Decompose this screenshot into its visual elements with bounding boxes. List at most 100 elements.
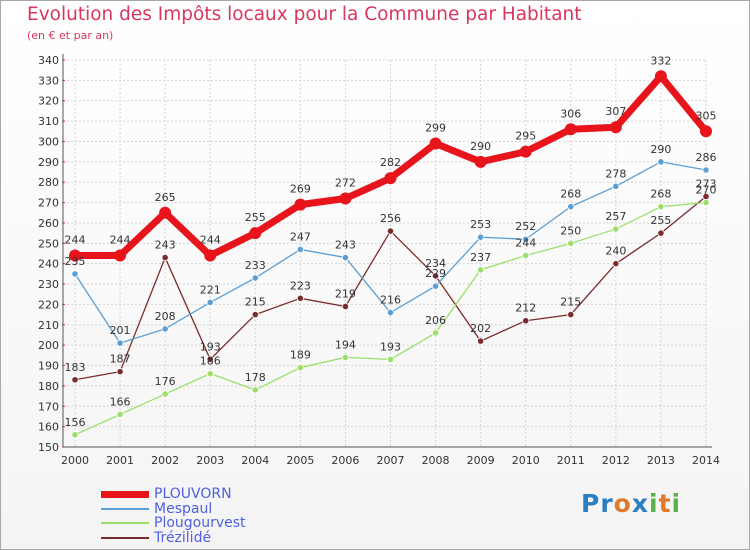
data-point-trezilide bbox=[657, 229, 665, 237]
data-label-trezilide: 193 bbox=[200, 340, 221, 353]
x-tick-label: 2002 bbox=[151, 454, 179, 467]
data-label-plouvorn: 290 bbox=[470, 140, 491, 153]
data-label-plougourvest: 166 bbox=[110, 395, 131, 408]
data-point-plougourvest bbox=[206, 370, 214, 378]
data-point-plougourvest bbox=[477, 266, 485, 274]
x-tick-label: 2013 bbox=[647, 454, 675, 467]
data-point-plougourvest bbox=[296, 363, 304, 372]
data-point-trezilide bbox=[567, 311, 575, 319]
data-point-plougourvest bbox=[116, 410, 124, 419]
data-point-trezilide bbox=[431, 272, 440, 280]
data-label-mespaul: 253 bbox=[470, 218, 491, 231]
data-label-plouvorn: 272 bbox=[335, 177, 356, 190]
data-point-mespaul bbox=[657, 158, 665, 166]
data-label-trezilide: 215 bbox=[560, 296, 581, 309]
data-labels: 183 187 243 193 215 223 219 256 234 202 212 215 240 2… bbox=[65, 54, 717, 428]
data-label-mespaul: 216 bbox=[380, 294, 401, 307]
data-label-plouvorn: 244 bbox=[65, 234, 86, 247]
y-tick-label: 260 bbox=[38, 217, 59, 230]
y-tick-label: 250 bbox=[38, 237, 59, 250]
data-point-mespaul bbox=[702, 166, 710, 174]
data-label-trezilide: 256 bbox=[380, 212, 401, 225]
data-label-mespaul: 229 bbox=[425, 267, 446, 280]
data-label-trezilide: 202 bbox=[470, 322, 491, 335]
data-point-trezilide bbox=[251, 311, 259, 319]
data-point-plouvorn bbox=[384, 172, 397, 185]
data-point-trezilide bbox=[116, 368, 124, 376]
data-point-plouvorn bbox=[204, 249, 217, 262]
data-point-mespaul bbox=[71, 270, 79, 278]
data-label-mespaul: 268 bbox=[560, 188, 581, 201]
data-label-plougourvest: 206 bbox=[425, 314, 446, 327]
data-point-mespaul bbox=[431, 282, 440, 290]
legend-label-mespaul: Mespaul bbox=[154, 500, 213, 517]
data-label-plougourvest: 194 bbox=[335, 338, 356, 351]
data-point-mespaul bbox=[522, 235, 530, 243]
data-point-plougourvest bbox=[161, 390, 169, 398]
data-label-plougourvest: 268 bbox=[650, 188, 671, 201]
y-tick-label: 300 bbox=[38, 135, 59, 148]
data-point-plougourvest bbox=[612, 225, 620, 233]
data-point-plouvorn bbox=[159, 206, 172, 219]
data-point-plougourvest bbox=[71, 431, 79, 439]
data-point-trezilide bbox=[522, 317, 530, 325]
y-tick-label: 320 bbox=[38, 95, 59, 108]
data-label-plouvorn: 269 bbox=[290, 183, 311, 196]
data-label-plougourvest: 189 bbox=[290, 349, 311, 362]
y-tick-label: 330 bbox=[38, 74, 59, 87]
chart-subtitle: (en € et par an) bbox=[27, 29, 114, 42]
data-label-trezilide: 187 bbox=[110, 353, 131, 366]
legend-swatch-plouvorn bbox=[101, 491, 149, 498]
data-label-mespaul: 208 bbox=[155, 310, 176, 323]
legend-swatch-trezilide bbox=[101, 536, 149, 539]
chart-title: Evolution des Impôts locaux pour la Comm… bbox=[27, 4, 582, 25]
y-tick-label: 310 bbox=[38, 115, 59, 128]
data-label-trezilide: 219 bbox=[335, 287, 356, 300]
data-label-plouvorn: 305 bbox=[696, 109, 717, 122]
y-tick-label: 190 bbox=[38, 360, 59, 373]
legend-swatch-plougourvest bbox=[101, 522, 149, 524]
data-point-plouvorn bbox=[654, 70, 667, 83]
data-label-mespaul: 221 bbox=[200, 283, 221, 296]
data-label-plouvorn: 299 bbox=[425, 122, 446, 135]
data-label-mespaul: 247 bbox=[290, 230, 311, 243]
data-label-trezilide: 223 bbox=[290, 279, 311, 292]
data-point-mespaul bbox=[296, 245, 304, 254]
y-tick-label: 220 bbox=[38, 298, 59, 311]
data-point-plougourvest bbox=[386, 355, 395, 364]
data-point-trezilide bbox=[341, 302, 350, 311]
x-tick-label: 2001 bbox=[106, 454, 134, 467]
x-tick-label: 2007 bbox=[377, 454, 405, 467]
data-point-plouvorn bbox=[474, 155, 487, 168]
data-point-plouvorn bbox=[294, 198, 307, 211]
data-label-plougourvest: 178 bbox=[245, 371, 266, 384]
data-point-trezilide bbox=[477, 337, 485, 345]
data-label-mespaul: 290 bbox=[650, 143, 671, 156]
data-label-plouvorn: 244 bbox=[200, 234, 221, 247]
x-tick-label: 2003 bbox=[196, 454, 224, 467]
data-point-plouvorn bbox=[564, 123, 577, 136]
data-point-plouvorn bbox=[519, 145, 532, 158]
data-label-plouvorn: 282 bbox=[380, 156, 401, 169]
data-label-mespaul: 201 bbox=[110, 324, 131, 337]
data-point-mespaul bbox=[477, 233, 485, 241]
data-point-plougourvest bbox=[431, 329, 440, 337]
data-label-trezilide: 240 bbox=[605, 245, 626, 258]
data-point-mespaul bbox=[341, 253, 350, 262]
data-point-mespaul bbox=[161, 325, 169, 333]
legend-label-plouvorn: PLOUVORN bbox=[154, 486, 232, 502]
y-tick-label: 230 bbox=[38, 278, 59, 291]
data-label-plougourvest: 244 bbox=[515, 237, 536, 250]
x-tick-label: 2005 bbox=[286, 454, 314, 467]
data-label-plouvorn: 255 bbox=[245, 211, 266, 224]
x-tick-label: 2000 bbox=[61, 454, 89, 467]
data-label-plougourvest: 257 bbox=[605, 210, 626, 223]
y-tick-label: 340 bbox=[38, 54, 59, 67]
x-tick-label: 2009 bbox=[467, 454, 495, 467]
data-point-mespaul bbox=[567, 203, 575, 211]
data-point-plouvorn bbox=[249, 227, 262, 240]
data-label-plougourvest: 186 bbox=[200, 355, 221, 368]
data-point-plouvorn bbox=[429, 137, 442, 150]
data-point-plouvorn bbox=[339, 192, 352, 205]
